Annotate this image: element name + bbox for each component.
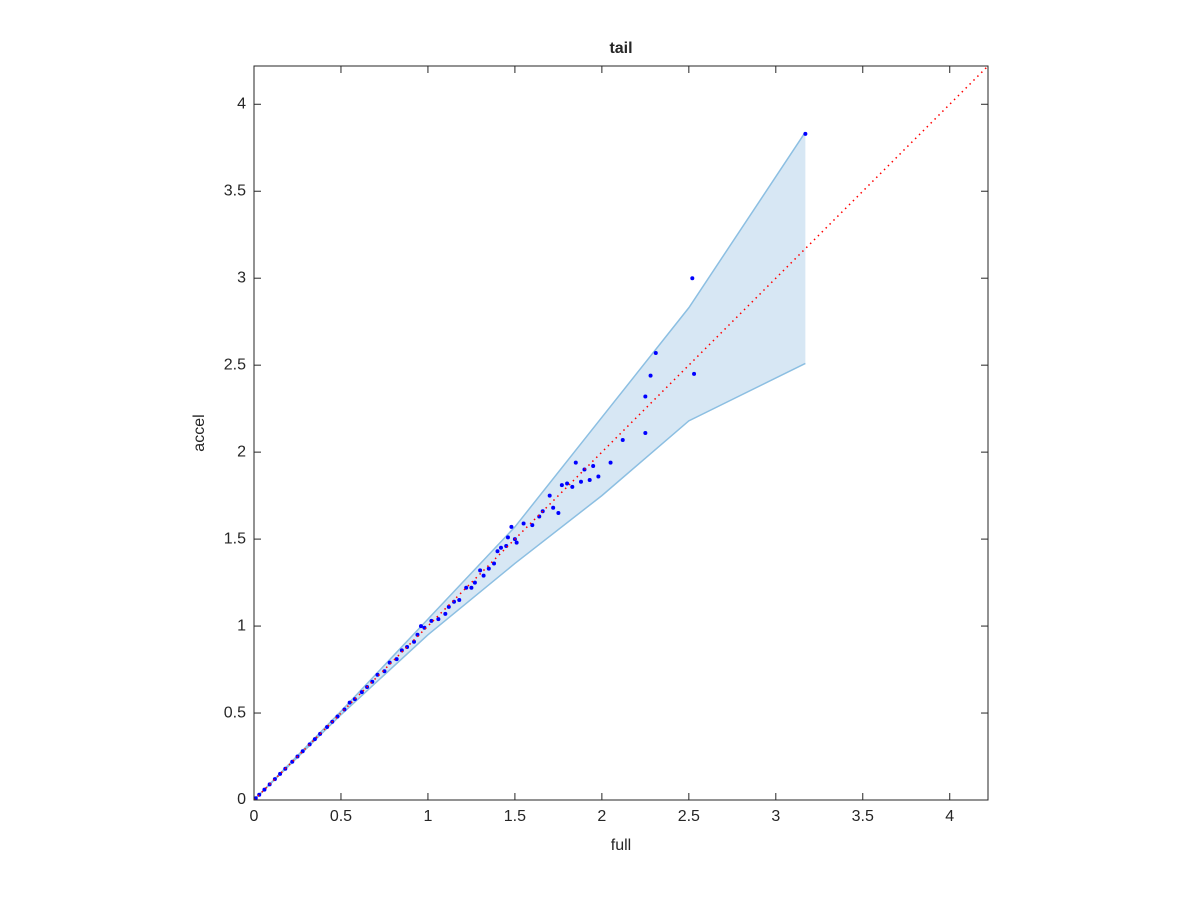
- point: [648, 373, 653, 378]
- y-tick-label: 0: [237, 791, 246, 808]
- axes-box: [253, 65, 989, 801]
- point: [573, 460, 578, 465]
- point: [596, 474, 601, 479]
- point: [620, 437, 625, 442]
- point: [559, 483, 564, 488]
- y-tick-label: 3.5: [224, 182, 246, 199]
- point: [405, 644, 410, 649]
- point: [608, 460, 613, 465]
- x-tick-label: 0: [250, 808, 259, 825]
- y-tick-label: 0.5: [224, 704, 246, 721]
- x-tick-label: 1: [423, 808, 432, 825]
- point: [492, 561, 497, 566]
- x-tick-label: 0.5: [330, 808, 352, 825]
- x-tick-label: 2.5: [678, 808, 700, 825]
- point: [509, 524, 514, 529]
- x-axis-label: full: [611, 837, 631, 854]
- point: [582, 467, 587, 472]
- point: [352, 697, 357, 702]
- point: [690, 276, 695, 281]
- point: [530, 523, 535, 528]
- point: [521, 521, 526, 526]
- point: [556, 511, 561, 516]
- x-tick-label: 1.5: [504, 808, 526, 825]
- point: [359, 690, 364, 695]
- band-area: [254, 132, 806, 800]
- point: [551, 505, 556, 510]
- point: [505, 535, 510, 540]
- point: [446, 604, 451, 609]
- y-tick-label: 3: [237, 269, 246, 286]
- y-tick-label: 2.5: [224, 356, 246, 373]
- point: [262, 787, 267, 792]
- point: [394, 657, 399, 662]
- point: [498, 545, 503, 550]
- point: [429, 618, 434, 623]
- point: [382, 669, 387, 674]
- point: [643, 394, 648, 399]
- point: [464, 585, 469, 590]
- point: [278, 771, 283, 776]
- point: [803, 131, 808, 136]
- point: [486, 566, 491, 571]
- band-edge: [253, 362, 806, 801]
- point: [347, 700, 352, 705]
- point: [547, 493, 552, 498]
- y-axis-label: accel: [191, 414, 208, 451]
- point: [587, 477, 592, 482]
- point: [591, 464, 596, 469]
- y-tick-label: 1: [237, 617, 246, 634]
- y-tick-label: 1.5: [224, 530, 246, 547]
- chart-title: tail: [609, 40, 632, 57]
- point: [495, 549, 500, 554]
- point: [443, 611, 448, 616]
- x-tick-label: 2: [597, 808, 606, 825]
- y-tick-label: 4: [237, 95, 246, 112]
- point: [472, 580, 477, 585]
- x-tick-label: 4: [945, 808, 954, 825]
- point: [312, 737, 317, 742]
- point: [478, 568, 483, 573]
- point: [418, 624, 423, 629]
- point: [537, 514, 542, 519]
- band-edge: [253, 131, 806, 801]
- point: [318, 731, 323, 736]
- x-tick-label: 3.5: [852, 808, 874, 825]
- point: [565, 481, 570, 486]
- point: [653, 350, 658, 355]
- point: [643, 431, 648, 435]
- point: [578, 479, 583, 484]
- point: [457, 597, 462, 602]
- point: [412, 639, 417, 644]
- point: [257, 792, 262, 797]
- point: [570, 484, 575, 489]
- point: [436, 617, 441, 622]
- point: [481, 573, 486, 578]
- y-tick-label: 2: [237, 443, 246, 460]
- point: [375, 672, 380, 677]
- point: [307, 742, 312, 747]
- point: [469, 585, 474, 590]
- point: [514, 540, 519, 545]
- point: [692, 371, 697, 376]
- x-tick-label: 3: [771, 808, 780, 825]
